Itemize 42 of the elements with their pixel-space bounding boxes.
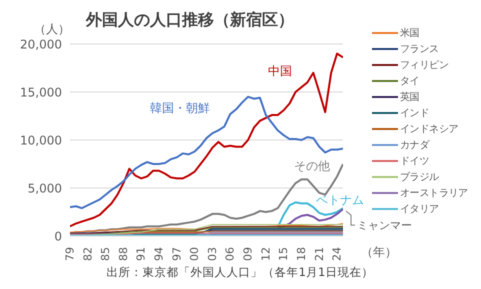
x-tick-label: 21 (312, 247, 326, 261)
chart-title: 外国人の人口推移（新宿区） (86, 10, 294, 29)
y-axis-title: （人） (34, 22, 70, 36)
x-tick-label: 85 (99, 247, 112, 261)
x-tick-label: 00 (188, 247, 202, 261)
x-tick-label: 94 (152, 247, 166, 261)
x-tick-label: 79 (64, 247, 76, 261)
legend-label: フランス (400, 43, 439, 56)
x-tick-label: 24 (330, 247, 344, 261)
annotation: ミャンマー (357, 219, 412, 232)
legend-label: インドネシア (400, 123, 458, 136)
legend-label: フィリピン (400, 59, 449, 72)
y-tick-label: 10,000 (20, 133, 62, 148)
x-tick-label: 88 (116, 247, 130, 261)
x-tick-label: 18 (294, 247, 308, 261)
legend-label: タイ (400, 75, 420, 88)
x-tick-label: 06 (224, 247, 237, 261)
legend-label: イタリア (400, 203, 439, 216)
x-tick-label: 03 (206, 247, 219, 261)
annotation: ベトナム (316, 193, 364, 207)
legend-label: ブラジル (400, 170, 439, 184)
y-tick-label: 20,000 (20, 37, 62, 52)
legend-label: ドイツ (400, 155, 430, 168)
annotation: 韓国・朝鮮 (150, 101, 210, 115)
x-tick-label: 82 (81, 247, 94, 261)
legend-label: オーストラリア (400, 187, 468, 200)
y-tick-label: 5,000 (28, 181, 62, 196)
y-tick-label: 15,000 (20, 85, 62, 100)
x-tick-label: 09 (242, 247, 255, 261)
legend-label: 米国 (400, 26, 420, 40)
x-tick-label: 15 (277, 247, 290, 261)
y-tick-label: 0 (54, 229, 62, 244)
x-tick-label: 12 (259, 247, 272, 261)
text: 出所：東京都「外国人人口」（各年1月1日現在） (106, 265, 374, 279)
legend-label: インド (400, 107, 430, 120)
annotation: 中国 (268, 64, 292, 78)
legend-label: 英国 (400, 90, 420, 104)
x-tick-label: 97 (170, 247, 184, 261)
x-axis-title: （年） (361, 245, 397, 259)
x-tick-label: 91 (134, 247, 148, 261)
annotation: その他 (294, 159, 330, 173)
legend-label: カナダ (400, 139, 430, 152)
